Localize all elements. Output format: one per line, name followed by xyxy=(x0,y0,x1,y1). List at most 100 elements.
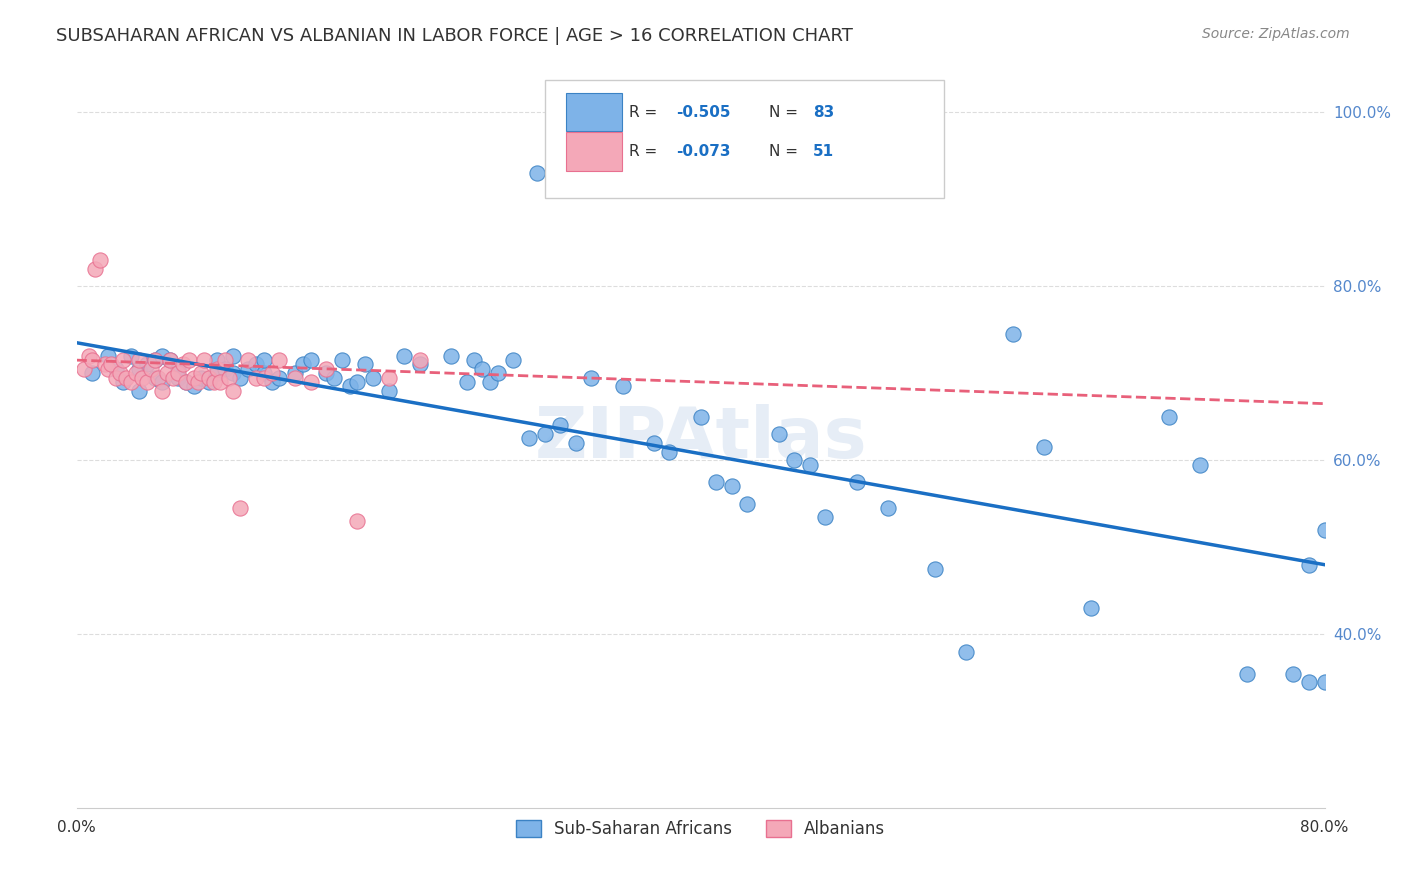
Point xyxy=(238,353,260,368)
Point xyxy=(440,349,463,363)
Point xyxy=(471,361,494,376)
Point xyxy=(486,366,509,380)
Point xyxy=(260,375,283,389)
Point xyxy=(221,384,243,398)
Point xyxy=(120,375,142,389)
Point xyxy=(1157,409,1180,424)
Point xyxy=(323,370,346,384)
Point xyxy=(97,349,120,363)
Point xyxy=(110,366,132,380)
Point xyxy=(89,253,111,268)
Point xyxy=(1313,675,1336,690)
Point xyxy=(150,349,173,363)
FancyBboxPatch shape xyxy=(565,93,621,131)
Point xyxy=(253,353,276,368)
Point xyxy=(221,366,243,380)
Point xyxy=(112,353,135,368)
Point xyxy=(548,418,571,433)
FancyBboxPatch shape xyxy=(544,79,943,198)
Point xyxy=(104,361,127,376)
Point xyxy=(238,361,260,376)
Point xyxy=(172,358,194,372)
Point xyxy=(198,370,221,384)
Point xyxy=(135,358,157,372)
Point xyxy=(183,379,205,393)
Point xyxy=(1080,601,1102,615)
Point xyxy=(1236,666,1258,681)
Point xyxy=(131,370,153,384)
Point xyxy=(193,353,215,368)
Point xyxy=(581,370,603,384)
Point xyxy=(218,370,240,384)
Point xyxy=(245,358,267,372)
Point xyxy=(354,358,377,372)
Point xyxy=(704,475,727,489)
Point xyxy=(162,370,184,384)
Point xyxy=(392,349,415,363)
Point xyxy=(260,366,283,380)
Point xyxy=(799,458,821,472)
Point xyxy=(612,379,634,393)
Point xyxy=(1298,558,1320,572)
Point xyxy=(845,475,868,489)
Point xyxy=(377,370,399,384)
Point xyxy=(1298,675,1320,690)
Point xyxy=(346,375,368,389)
Point xyxy=(924,562,946,576)
Point xyxy=(156,366,179,380)
Point xyxy=(526,166,548,180)
Point xyxy=(409,358,432,372)
Point xyxy=(146,370,169,384)
Point xyxy=(73,361,96,376)
Point xyxy=(284,370,307,384)
Point xyxy=(167,370,190,384)
Point xyxy=(221,349,243,363)
Point xyxy=(643,435,665,450)
Text: R =: R = xyxy=(630,144,662,159)
Point xyxy=(409,353,432,368)
Point xyxy=(205,361,228,376)
Point xyxy=(205,366,228,380)
FancyBboxPatch shape xyxy=(565,132,621,170)
Text: 83: 83 xyxy=(813,104,834,120)
Point xyxy=(100,358,122,372)
Point xyxy=(174,375,197,389)
Text: N =: N = xyxy=(769,104,803,120)
Point xyxy=(737,497,759,511)
Point xyxy=(768,427,790,442)
Point xyxy=(229,501,252,516)
Point xyxy=(269,353,291,368)
Point xyxy=(291,358,314,372)
Point xyxy=(214,353,236,368)
Point xyxy=(167,366,190,380)
Point xyxy=(143,353,166,368)
Point xyxy=(97,361,120,376)
Point xyxy=(1001,326,1024,341)
Point xyxy=(299,375,322,389)
Point xyxy=(198,375,221,389)
Point xyxy=(167,361,190,376)
Point xyxy=(82,366,104,380)
Point xyxy=(159,353,181,368)
Point xyxy=(135,375,157,389)
Text: -0.505: -0.505 xyxy=(676,104,730,120)
Point xyxy=(128,384,150,398)
Point xyxy=(456,375,478,389)
Point xyxy=(214,361,236,376)
Point xyxy=(174,375,197,389)
Point xyxy=(104,370,127,384)
Point xyxy=(1188,458,1211,472)
Point xyxy=(1032,440,1054,454)
Point xyxy=(190,366,212,380)
Point xyxy=(658,444,681,458)
Point xyxy=(269,370,291,384)
Point xyxy=(209,375,232,389)
Point xyxy=(205,353,228,368)
Point xyxy=(533,427,555,442)
Point xyxy=(245,370,267,384)
Point xyxy=(339,379,361,393)
Point xyxy=(84,261,107,276)
Point xyxy=(143,353,166,368)
Point xyxy=(128,361,150,376)
Point xyxy=(229,370,252,384)
